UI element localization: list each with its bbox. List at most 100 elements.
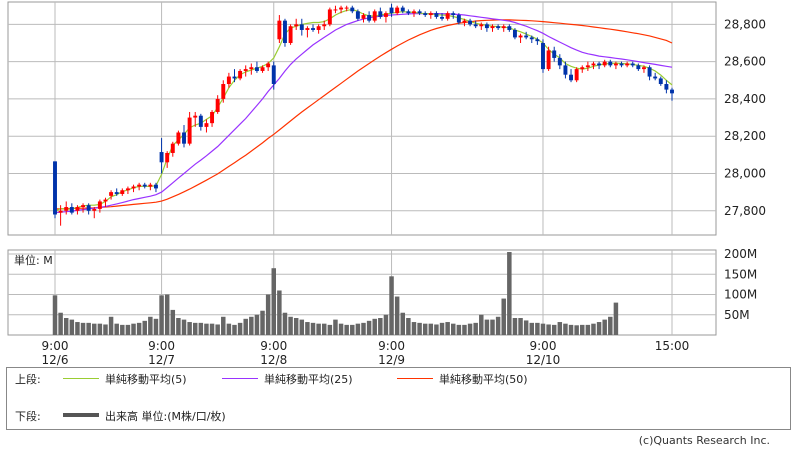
- candle-up: [372, 11, 377, 21]
- candle-down: [378, 11, 383, 17]
- candle-down: [507, 26, 512, 30]
- volume-bar: [299, 319, 305, 335]
- candle-up: [120, 190, 125, 194]
- candle-down: [299, 24, 304, 30]
- volume-bar: [97, 323, 103, 335]
- volume-bar: [507, 252, 512, 335]
- volume-bar: [372, 318, 377, 335]
- candle-up: [641, 67, 646, 70]
- date-tick-label: 12/10: [526, 353, 561, 367]
- volume-frame: [7, 249, 717, 336]
- candle-down: [389, 7, 394, 14]
- candle-down: [417, 11, 422, 14]
- candle-up: [187, 117, 192, 144]
- candle-up: [58, 210, 63, 213]
- volume-bar: [63, 318, 69, 335]
- volume-bar: [406, 318, 411, 335]
- volume-bar: [316, 323, 321, 335]
- volume-bar: [198, 322, 204, 335]
- volume-bar: [271, 268, 276, 335]
- volume-bar: [153, 318, 159, 335]
- candle-up: [215, 98, 220, 112]
- candle-down: [636, 65, 641, 70]
- time-tick-label: 9:00: [260, 339, 287, 353]
- candle-up: [221, 84, 226, 99]
- candle-up: [64, 207, 69, 211]
- candlesticks: [53, 3, 674, 226]
- candle-down: [367, 15, 372, 21]
- volume-bar: [204, 323, 209, 335]
- candle-down: [69, 207, 74, 213]
- candle-up: [109, 192, 114, 196]
- volume-bar: [378, 318, 383, 335]
- candle-up: [546, 50, 551, 70]
- candle-up: [243, 69, 248, 71]
- volume-bar: [333, 319, 338, 335]
- volume-bar: [518, 318, 523, 335]
- candle-up: [125, 188, 130, 191]
- ma25-swatch: [222, 378, 258, 379]
- candle-down: [524, 35, 529, 38]
- candle-up: [97, 201, 102, 209]
- date-tick-label: 12/7: [148, 353, 175, 367]
- candle-down: [406, 11, 411, 14]
- candle-up: [613, 63, 618, 66]
- volume-bar: [209, 323, 215, 335]
- price-tick-label: 28,800: [724, 17, 766, 31]
- candle-up: [277, 20, 282, 40]
- candle-down: [473, 24, 478, 27]
- candle-down: [468, 20, 473, 25]
- date-tick-label: 12/8: [260, 353, 287, 367]
- time-tick-label: 9:00: [42, 339, 69, 353]
- time-tick-label: 9:00: [148, 339, 175, 353]
- candle-down: [451, 13, 456, 16]
- volume-bar: [602, 319, 607, 335]
- volume-bar: [428, 323, 434, 335]
- candle-down: [608, 61, 613, 66]
- volume-bar: [164, 294, 170, 335]
- volume-bar: [434, 324, 439, 335]
- candle-down: [647, 67, 652, 77]
- volume-bar: [232, 324, 237, 335]
- candle-up: [445, 13, 450, 19]
- candle-up: [81, 205, 86, 208]
- volume-bar: [310, 322, 316, 335]
- candle-up: [585, 65, 590, 68]
- ma50-line: [55, 19, 673, 210]
- candle-down: [311, 28, 315, 30]
- volume-bar: [490, 319, 495, 335]
- volume-bar: [327, 324, 333, 335]
- volume-bar: [585, 324, 591, 335]
- candle-down: [114, 192, 119, 194]
- candle-down: [484, 24, 489, 29]
- volume-bar: [557, 322, 563, 335]
- candle-down: [53, 161, 57, 215]
- candle-down: [456, 15, 461, 23]
- volume-bar: [215, 324, 220, 335]
- volume-bar: [92, 323, 97, 335]
- candle-up: [288, 26, 293, 44]
- price-tick-label: 28,000: [724, 166, 766, 180]
- volume-bar: [148, 316, 153, 335]
- candle-down: [496, 26, 501, 29]
- legend-lower-label: 下段:: [15, 410, 41, 423]
- candle-down: [400, 7, 405, 12]
- volume-bar: [501, 298, 506, 335]
- legend-ma5-label: 単純移動平均(5): [105, 373, 187, 386]
- volume-bar: [422, 323, 428, 335]
- time-tick-label: 15:00: [655, 339, 690, 353]
- volume-bar: [80, 322, 86, 335]
- candle-up: [165, 152, 170, 163]
- volume-bar: [456, 324, 462, 335]
- candle-up: [412, 11, 416, 14]
- candle-down: [159, 152, 164, 163]
- price-axis-labels: 27,800 28,000 28,200 28,400 28,600 28,800: [724, 17, 766, 217]
- candle-up: [294, 24, 299, 27]
- candle-up: [361, 15, 366, 19]
- volume-bar: [366, 320, 372, 335]
- volume-bar: [226, 323, 232, 335]
- volume-bar: [142, 320, 147, 335]
- volume-bar: [282, 312, 288, 335]
- volume-bar: [580, 324, 585, 335]
- candle-down: [142, 184, 147, 187]
